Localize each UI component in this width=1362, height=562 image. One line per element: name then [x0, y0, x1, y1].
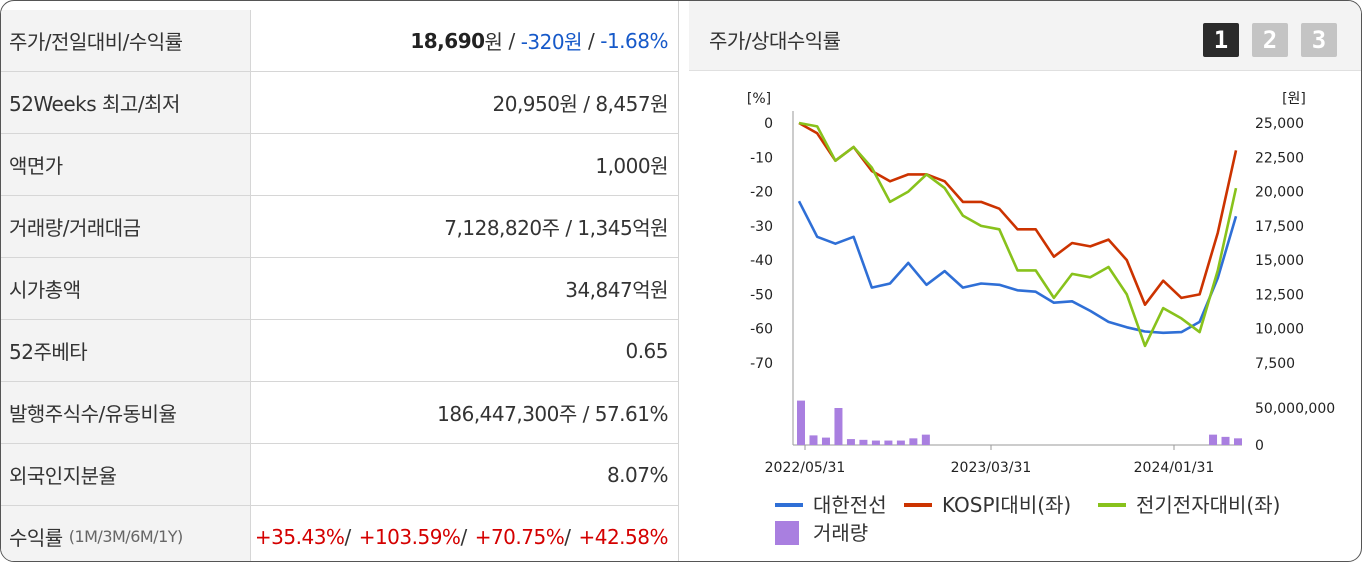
row-value: 1,000원: [595, 154, 668, 178]
returns-value: +35.43% / +103.59% / +70.75% / +42.58%: [254, 524, 669, 549]
left-axis-tick-label: -10: [750, 150, 773, 166]
table-row: 발행주식수/유동비율 186,447,300주 / 57.61%: [1, 382, 678, 444]
left-axis-tick-label: -40: [750, 253, 773, 269]
volume-bar: [1209, 434, 1218, 445]
return-3m: +103.59%: [358, 524, 461, 549]
volume-axis-tick-label: 50,000,000: [1255, 401, 1335, 417]
volume-bar: [1234, 438, 1242, 445]
row-label: 수익률 (1M/3M/6M/1Y): [1, 506, 251, 561]
row-value: 34,847억원: [565, 278, 668, 302]
returns-sublabel: (1M/3M/6M/1Y): [68, 527, 184, 546]
volume-bar: [909, 438, 918, 445]
series-line: [798, 121, 1238, 348]
left-axis-tick-label: -70: [750, 356, 773, 372]
x-axis-tick-label: 2023/03/31: [951, 460, 1032, 476]
legend-label: 전기전자대비(좌): [1136, 493, 1280, 517]
stock-info-table: 주가/전일대비/수익률 18,690 원 / -320원 / -1.68% 52Weeks…: [1, 1, 679, 561]
current-price: 18,690: [410, 28, 485, 53]
volume-bar: [821, 437, 830, 445]
price-change: -320원: [520, 30, 583, 54]
table-row: 외국인지분율 8.07%: [1, 444, 678, 506]
return-1y: +42.58%: [578, 524, 668, 549]
volume-bar: [921, 434, 930, 445]
right-axis-tick-label: 12,500: [1255, 287, 1304, 303]
chart-tab-1-button[interactable]: 1: [1203, 23, 1239, 57]
volume-bar: [884, 440, 893, 445]
price-rate: -1.68%: [600, 28, 668, 53]
volume-axis-tick-label: 0: [1255, 438, 1264, 454]
row-label: 발행주식수/유동비율: [1, 382, 251, 443]
right-axis-tick-label: 17,500: [1255, 219, 1304, 235]
volume-bar: [809, 435, 818, 445]
price-unit: 원: [484, 30, 503, 54]
row-label: 52Weeks 최고/최저: [1, 72, 251, 133]
chart-panel-header: 주가/상대수익률 1 2 3: [689, 1, 1361, 71]
table-row: 수익률 (1M/3M/6M/1Y) +35.43% / +103.59% / +70.75…: [1, 506, 678, 561]
volume-bar: [846, 439, 855, 445]
returns-label: 수익률: [9, 526, 63, 550]
legend-swatch: [775, 521, 799, 545]
chart-tab-3-button[interactable]: 3: [1301, 23, 1337, 57]
left-axis-tick-label: -60: [750, 322, 773, 338]
series-line: [797, 200, 1238, 335]
row-value: 8.07%: [606, 462, 669, 487]
relative-return-chart: [%] [원] 0 -10 -20 -30 -40 -50 -60 -70 25,000 22,500…: [747, 91, 1335, 545]
volume-bar: [896, 440, 905, 445]
left-axis-unit: [%]: [747, 91, 771, 107]
row-value: 0.65: [625, 338, 668, 363]
right-axis-tick-label: 20,000: [1255, 185, 1304, 201]
row-value: 7,128,820주 / 1,345억원: [444, 216, 668, 240]
volume-bar: [871, 440, 880, 445]
right-axis-tick-label: 25,000: [1255, 116, 1304, 132]
x-axis-tick-label: 2022/05/31: [765, 460, 846, 476]
row-label: 액면가: [1, 134, 251, 195]
left-axis-tick-label: -20: [750, 185, 773, 201]
left-axis-tick-label: -30: [750, 219, 773, 235]
right-axis-tick-label: 10,000: [1255, 322, 1304, 338]
volume-bar: [859, 439, 868, 445]
left-axis-tick-label: -50: [750, 287, 773, 303]
x-axis-tick-label: 2024/01/31: [1134, 460, 1215, 476]
row-label: 주가/전일대비/수익률: [1, 10, 251, 71]
right-axis-tick-label: 22,500: [1255, 150, 1304, 166]
row-value: 20,950원 / 8,457원: [492, 92, 669, 116]
table-row: 시가총액 34,847억원: [1, 258, 678, 320]
volume-bar: [797, 400, 805, 445]
table-row: 52Weeks 최고/최저 20,950원 / 8,457원: [1, 72, 678, 134]
left-axis-tick-label: 0: [764, 116, 773, 132]
return-1m: +35.43%: [254, 524, 345, 549]
row-label: 외국인지분율: [1, 444, 251, 505]
table-row: 거래량/거래대금 7,128,820주 / 1,345억원: [1, 196, 678, 258]
table-row: 주가/전일대비/수익률 18,690 원 / -320원 / -1.68%: [1, 10, 678, 72]
chart-tab-2-button[interactable]: 2: [1252, 23, 1288, 57]
legend-label: 대한전선: [813, 493, 887, 517]
legend-label: 거래량: [813, 521, 868, 545]
right-axis-unit: [원]: [1282, 91, 1306, 107]
row-label: 시가총액: [1, 258, 251, 319]
row-value: 186,447,300주 / 57.61%: [437, 402, 668, 426]
price-change-value: 18,690 원 / -320원 / -1.68%: [252, 10, 668, 71]
table-row: 액면가 1,000원: [1, 134, 678, 196]
row-label: 52주베타: [1, 320, 251, 381]
return-6m: +70.75%: [474, 524, 565, 549]
right-axis-tick-label: 15,000: [1255, 253, 1304, 269]
series-line: [798, 121, 1238, 306]
legend-label: KOSPI대비(좌): [942, 493, 1071, 517]
row-label: 거래량/거래대금: [1, 196, 251, 257]
volume-bar: [1221, 436, 1230, 445]
right-axis-tick-label: 7,500: [1255, 356, 1295, 372]
chart-panel-title: 주가/상대수익률: [709, 29, 841, 53]
table-row: 52주베타 0.65: [1, 320, 678, 382]
chart-panel: 주가/상대수익률 1 2 3 [%] [원] 0 -10 -20 -30 -40 -50 -60…: [689, 1, 1361, 561]
volume-bar: [834, 408, 843, 445]
